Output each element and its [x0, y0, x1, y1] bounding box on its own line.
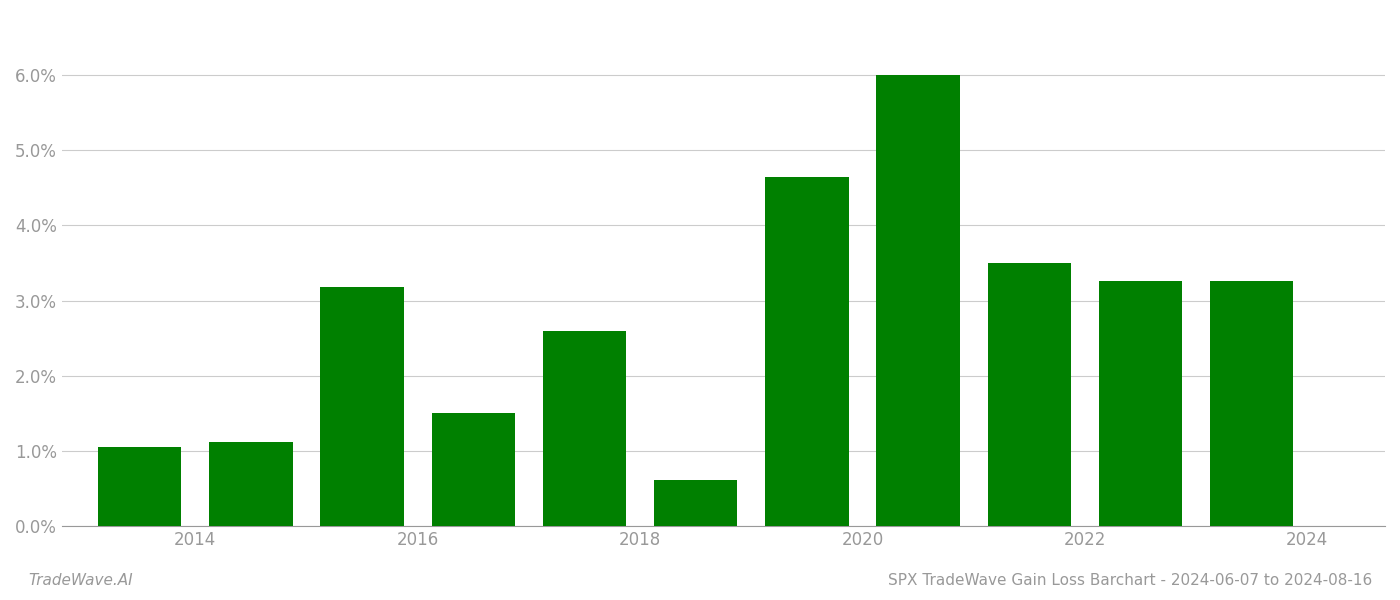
Bar — [876, 75, 960, 526]
Bar — [1210, 281, 1294, 526]
Text: TradeWave.AI: TradeWave.AI — [28, 573, 133, 588]
Bar — [987, 263, 1071, 526]
Text: SPX TradeWave Gain Loss Barchart - 2024-06-07 to 2024-08-16: SPX TradeWave Gain Loss Barchart - 2024-… — [888, 573, 1372, 588]
Bar — [543, 331, 626, 526]
Bar — [766, 176, 848, 526]
Bar — [321, 287, 403, 526]
Bar — [1099, 281, 1182, 526]
Bar — [209, 442, 293, 526]
Bar — [98, 447, 182, 526]
Bar — [654, 479, 738, 526]
Bar — [431, 413, 515, 526]
